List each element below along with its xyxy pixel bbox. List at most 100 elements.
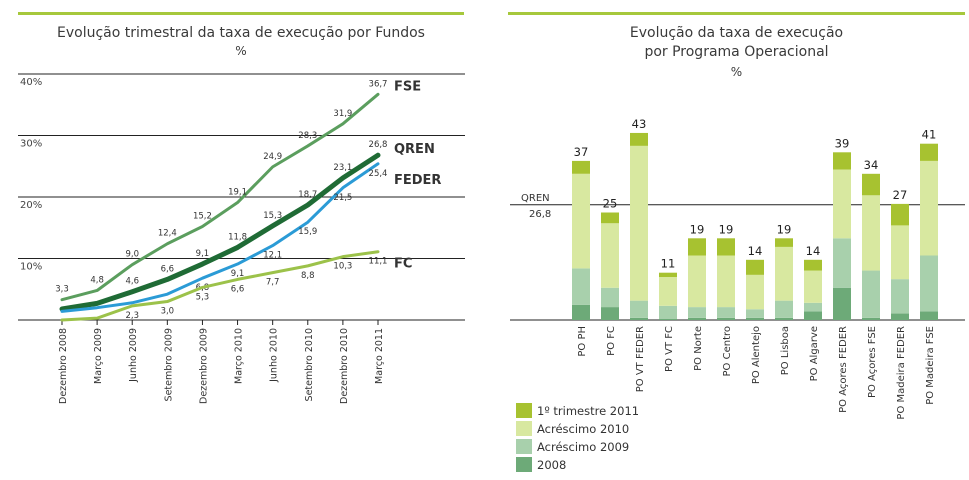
bar-segment [601, 212, 619, 224]
series-line-fc [60, 250, 380, 322]
data-label-qren: 15,3 [263, 211, 282, 221]
category-label: PO Lisboa [780, 326, 791, 375]
bar-segment [920, 143, 938, 161]
data-label-qren: 11,8 [228, 232, 247, 242]
bar-total-label: 27 [893, 188, 908, 202]
data-label-fse: 9,0 [125, 250, 139, 260]
bar-total-label: 25 [603, 197, 618, 211]
data-label-feder: 21,5 [333, 193, 352, 203]
series-name-qren: QREN [394, 142, 435, 157]
left-chart-title: Evolução trimestral da taxa de execução … [57, 25, 425, 41]
bar-segment [630, 317, 648, 320]
bar-segment [833, 152, 851, 170]
category-label: PO Madeira FEDER [896, 326, 907, 420]
x-tick-label: Setembro 2010 [304, 328, 315, 401]
bar-segment [891, 225, 909, 280]
data-label-feder: 12,1 [263, 251, 282, 261]
data-label-feder: 25,4 [369, 169, 388, 179]
series-name-feder: FEDER [394, 173, 441, 188]
bar-segment [688, 317, 706, 320]
x-tick-label: Março 2009 [93, 328, 104, 384]
bar-total-label: 11 [661, 257, 676, 271]
bar-segment [746, 259, 764, 275]
bar-segment [572, 173, 590, 269]
bar-total-label: 43 [632, 117, 647, 131]
bar-segment [746, 317, 764, 320]
bar-segment [601, 223, 619, 288]
bar-segment [717, 307, 735, 318]
legend-swatch [516, 439, 532, 454]
category-label: PO PH [577, 326, 588, 357]
bar-total-label: 37 [574, 145, 589, 159]
bar-segment [833, 287, 851, 320]
bar-segment [572, 160, 590, 174]
bar-segment [746, 274, 764, 310]
data-label-fc: 7,7 [266, 278, 280, 288]
bar-segment [717, 317, 735, 320]
bar-segment [804, 311, 822, 320]
data-label-fse: 3,3 [55, 285, 69, 295]
bar-segment [804, 270, 822, 303]
category-label: PO Alentejo [751, 326, 762, 384]
y-tick-label: 20% [20, 200, 42, 211]
data-label-fse: 24,9 [263, 152, 282, 162]
right-chart-title-line2: por Programa Operacional [644, 44, 829, 60]
bar-segment [572, 268, 590, 305]
data-label-fse: 28,3 [298, 131, 317, 141]
data-label-fc: 10,3 [333, 262, 352, 272]
bar-segment [659, 272, 677, 277]
data-label-fse: 15,2 [193, 212, 212, 222]
bar-segment [630, 145, 648, 301]
x-tick-label: Março 2011 [374, 328, 385, 384]
data-label-fse: 12,4 [158, 229, 177, 239]
bar-segment [688, 307, 706, 318]
category-label: PO Açores FSE [867, 326, 878, 398]
bar-segment [833, 238, 851, 288]
series-name-fse: FSE [394, 79, 421, 94]
bar-segment [717, 238, 735, 256]
data-label-feder: 9,1 [231, 269, 245, 279]
bar-segment [920, 255, 938, 312]
legend-swatch [516, 403, 532, 418]
data-label-fse: 19,1 [228, 188, 247, 198]
data-label-qren: 23,1 [333, 163, 352, 173]
data-label-fc: 11,1 [369, 257, 388, 267]
legend-label: 1º trimestre 2011 [537, 404, 639, 418]
category-label: PO VT FC [664, 326, 675, 372]
qren-reference-label: QREN [521, 193, 550, 204]
category-label: PO Norte [693, 326, 704, 371]
bar-total-label: 34 [864, 158, 879, 172]
bar-segment [717, 255, 735, 308]
data-label-fc: 5,3 [196, 292, 210, 302]
bar-total-label: 39 [835, 136, 850, 150]
series-line-feder [60, 162, 380, 313]
bar-segment [862, 270, 880, 318]
data-label-fse: 4,8 [90, 275, 104, 285]
data-label-fc: 3,0 [161, 307, 175, 317]
bar-total-label: 19 [777, 222, 792, 236]
bar-total-label: 41 [922, 128, 937, 142]
x-tick-label: Setembro 2009 [163, 328, 174, 401]
series-line-qren [59, 152, 381, 312]
bar-segment [862, 317, 880, 320]
bar-total-label: 19 [690, 222, 705, 236]
category-label: PO VT FEDER [635, 326, 646, 392]
bar-segment [833, 169, 851, 239]
data-label-fc: 8,8 [301, 271, 315, 281]
bar-total-label: 14 [748, 244, 763, 258]
legend-swatch [516, 421, 532, 436]
data-label-qren: 4,6 [125, 277, 139, 287]
bar-segment [630, 300, 648, 318]
x-tick-label: Junho 2009 [128, 328, 139, 383]
bar-segment [804, 259, 822, 271]
y-tick-label: 40% [20, 77, 42, 88]
data-label-qren: 6,6 [161, 264, 175, 274]
data-label-feder: 15,9 [298, 227, 317, 237]
bar-segment [659, 318, 677, 320]
data-label-qren: 18,7 [298, 190, 317, 200]
category-label: PO Açores FEDER [838, 326, 849, 413]
bar-segment [601, 287, 619, 308]
bar-segment [775, 238, 793, 247]
bar-segment [688, 255, 706, 308]
